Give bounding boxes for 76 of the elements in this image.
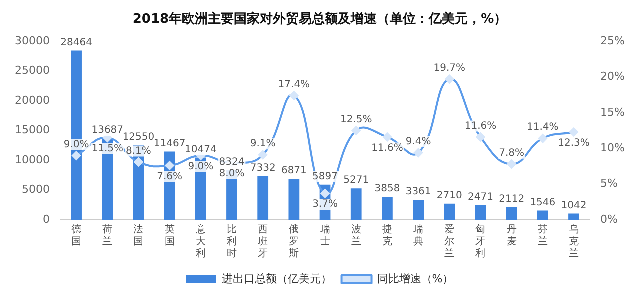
- data-label: 11.6%: [372, 142, 404, 154]
- data-label: 12.3%: [558, 138, 590, 149]
- data-label: 2112: [499, 194, 525, 206]
- data-label: 3.7%: [312, 199, 338, 210]
- data-label: 2471: [468, 192, 494, 203]
- x-tick-label: 瑞士: [320, 224, 330, 248]
- bar: [350, 188, 362, 220]
- y-tick-label: 15000: [14, 124, 50, 137]
- data-label: 11467: [154, 138, 186, 150]
- data-label: 7.8%: [499, 148, 525, 159]
- y-tick-label: 0: [42, 212, 50, 226]
- data-label: 5897: [312, 172, 338, 183]
- y-tick-label: 10000: [14, 153, 50, 166]
- data-label: 10474: [185, 144, 217, 156]
- data-label: 7332: [250, 162, 276, 174]
- x-tick-label: 德国: [72, 224, 82, 248]
- data-label: 1546: [530, 197, 556, 208]
- x-tick-label: 西班牙: [258, 224, 268, 260]
- data-label: 8.1%: [126, 146, 152, 157]
- data-label: 28464: [60, 37, 92, 48]
- bar: [288, 179, 300, 220]
- bar: [475, 205, 486, 220]
- x-tick-label: 芬兰: [538, 224, 548, 248]
- x-tick-label: 比利时: [226, 224, 237, 260]
- data-label: 9.0%: [64, 139, 90, 150]
- bar: [506, 207, 518, 220]
- y-tick-label: 30000: [14, 34, 50, 48]
- data-label: 12550: [122, 132, 155, 143]
- bar: [258, 176, 269, 220]
- legend-label: 进出口总额（亿美元）: [222, 272, 332, 286]
- bar: [568, 214, 580, 220]
- y-tick-label: 5000: [22, 183, 50, 196]
- y2-tick-label: 0%: [600, 212, 618, 226]
- x-tick-label: 捷克: [382, 224, 392, 248]
- data-label: 1042: [561, 200, 587, 212]
- x-tick-label: 匈牙利: [476, 224, 486, 260]
- data-label: 3858: [374, 184, 400, 195]
- data-label: 12.5%: [340, 114, 372, 126]
- x-tick-label: 荷兰: [102, 224, 113, 248]
- x-tick-label: 波兰: [351, 224, 362, 248]
- data-label: 9.4%: [406, 136, 432, 148]
- data-label: 13687: [92, 125, 124, 136]
- y2-tick-label: 20%: [600, 70, 626, 84]
- bar: [537, 210, 548, 220]
- data-label: 5271: [344, 175, 370, 186]
- data-label: 9.1%: [250, 138, 276, 150]
- x-tick-label: 爱尔兰: [444, 224, 455, 260]
- y2-tick-label: 10%: [600, 142, 626, 154]
- data-label: 11.5%: [92, 144, 124, 155]
- y2-tick-label: 25%: [600, 34, 626, 48]
- data-label: 17.4%: [278, 79, 310, 90]
- data-label: 3361: [406, 186, 432, 198]
- x-tick-label: 俄罗斯: [289, 224, 300, 260]
- data-label: 11.6%: [464, 120, 497, 132]
- y2-tick-label: 15%: [600, 106, 626, 119]
- x-tick-label: 瑞典: [414, 224, 424, 248]
- data-label: 11.4%: [527, 122, 559, 134]
- data-label: 7.6%: [157, 171, 183, 182]
- y2-tick-label: 5%: [600, 177, 618, 190]
- bar: [382, 197, 393, 220]
- data-label: 9.0%: [188, 161, 214, 172]
- data-label: 6871: [281, 166, 307, 177]
- x-tick-label: 英国: [164, 224, 175, 248]
- y-tick-label: 20000: [14, 94, 50, 107]
- x-tick-label: 乌克兰: [569, 224, 580, 260]
- x-tick-label: 丹麦: [506, 224, 517, 248]
- legend-label: 同比增速（%）: [377, 272, 454, 286]
- data-label: 2710: [436, 190, 462, 202]
- chart-title: 2018年欧洲主要国家对外贸易总额及增速（单位：亿美元，%）: [132, 11, 508, 28]
- x-tick-label: 意大利: [194, 224, 206, 260]
- data-label: 8.0%: [219, 168, 245, 180]
- bar: [444, 204, 456, 220]
- data-label: 19.7%: [434, 63, 466, 74]
- y-tick-label: 25000: [14, 64, 50, 78]
- x-tick-label: 法国: [134, 224, 144, 248]
- bar: [413, 200, 424, 220]
